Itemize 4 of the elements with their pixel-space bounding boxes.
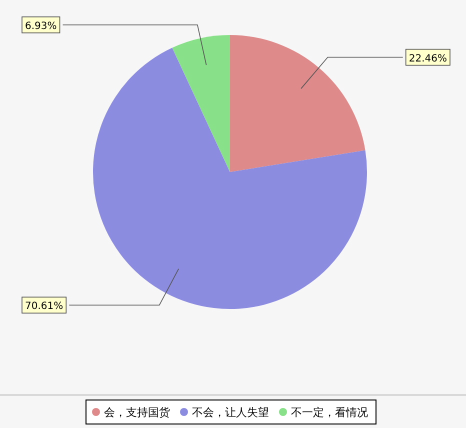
- data-label: 70.61%: [25, 301, 64, 312]
- legend-label: 会，支持国货: [104, 406, 170, 419]
- data-label: 22.46%: [408, 53, 447, 64]
- data-label: 6.93%: [25, 20, 57, 32]
